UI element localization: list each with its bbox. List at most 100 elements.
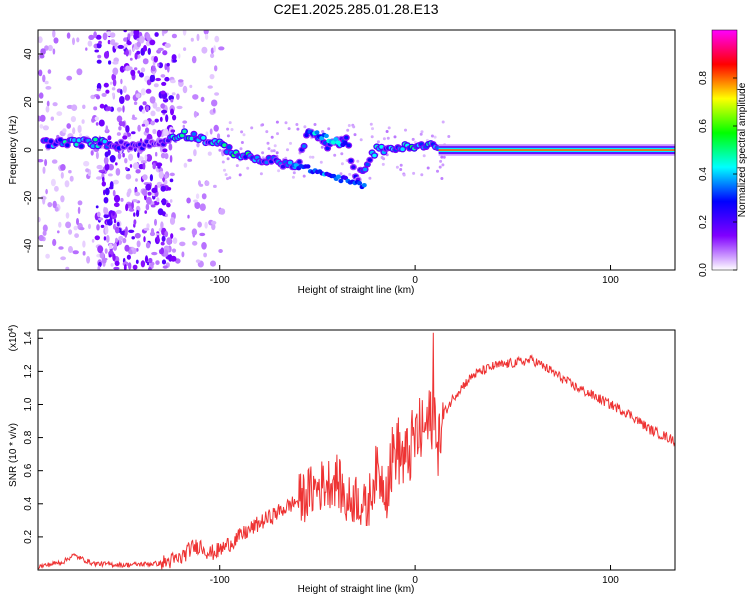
spectrogram-cell (411, 137, 415, 141)
spectrogram-cell (77, 200, 83, 206)
spectrogram-cell (119, 65, 125, 73)
spectrogram-cell (124, 244, 130, 252)
spectrogram-cell (145, 203, 150, 211)
spectrogram-cell (47, 44, 53, 52)
y-tick-label: 1.2 (23, 364, 34, 378)
spectrogram-cell (144, 255, 149, 264)
spectrogram-cell (143, 236, 146, 243)
spectrogram-cell (70, 116, 76, 123)
y-tick-label: 40 (23, 48, 34, 60)
spectrogram-cell (38, 69, 43, 77)
spectrogram-cell (182, 124, 185, 129)
spectrogram-cell (86, 255, 91, 264)
spectrogram-cell (219, 208, 226, 215)
spectrogram-cell (270, 135, 274, 139)
spectrogram-cell (153, 83, 159, 88)
spectrogram-cell (125, 203, 129, 212)
spectrogram-cell (122, 237, 127, 244)
spectrogram-cell (163, 249, 169, 257)
spectrogram-cell (79, 133, 82, 137)
spectrogram-cell (218, 249, 223, 253)
spectrogram-cell (45, 253, 50, 259)
colorbar-tick-label: 0.0 (698, 263, 709, 277)
spectrogram-cell (336, 174, 341, 179)
spectrogram-cell (136, 50, 141, 55)
spectrogram-cell (101, 181, 107, 187)
spectrogram-cell (430, 134, 434, 138)
spectrogram-cell (148, 257, 153, 264)
spectrogram-tone-band (438, 149, 675, 151)
spectrogram-cell (147, 191, 152, 196)
spectrogram-cell (60, 164, 66, 171)
spectrogram-cell (161, 81, 167, 86)
spectrogram-cell (115, 237, 118, 243)
spectrogram-cell (170, 255, 177, 262)
spectrogram-cell (176, 105, 183, 110)
spectrogram-cell (171, 92, 176, 96)
spectrogram-cell (160, 221, 164, 230)
spectrogram-cell (52, 30, 56, 38)
colorbar-tick-label: 0.8 (698, 71, 709, 85)
spectrogram-cell (105, 106, 112, 111)
snr-y-axis-label: SNR (10 * v/v) (8, 423, 19, 487)
spectrogram-cell (113, 218, 117, 224)
spectrogram-cell (94, 235, 101, 241)
spectrogram-cell (169, 155, 173, 163)
spectrogram-cell (123, 30, 127, 33)
spectrogram-cell (142, 58, 149, 65)
colorbar-ticks: 0.0 0.2 0.4 0.6 0.8 (698, 71, 737, 277)
spectrogram-cell (125, 166, 128, 171)
spectrogram-cell (137, 152, 140, 158)
spectrogram-cell (141, 123, 146, 127)
spectrogram-cell (140, 67, 146, 73)
spectrogram-cell (371, 127, 374, 131)
spectrogram-cell (142, 188, 148, 196)
spectrogram-cell (105, 125, 109, 132)
spectrogram-cell (144, 139, 150, 144)
spectrogram-cell (100, 224, 105, 228)
spectrogram-cell (122, 85, 127, 93)
spectrogram-cell (158, 171, 164, 179)
spectrogram-cell (42, 74, 46, 83)
spectrogram-cell (160, 241, 165, 246)
spectrogram-cell (96, 176, 102, 180)
spectrogram-cell (159, 116, 163, 122)
spectrogram-cell (187, 158, 193, 162)
spectrogram-cell (191, 132, 197, 136)
spectrogram-cell (325, 146, 330, 151)
spectrogram-cell (440, 177, 444, 180)
spectrogram-cell (144, 210, 147, 214)
spectrogram-cell (228, 121, 232, 125)
snr-x-axis-label: Height of straight line (km) (298, 584, 415, 595)
spectrogram-cell (267, 147, 271, 151)
spectrogram-cell (69, 175, 74, 182)
spectrogram-cell (113, 194, 121, 203)
spectrogram-cell (402, 173, 406, 177)
spectrogram-cell (399, 163, 403, 167)
spectrogram-cell (152, 101, 158, 109)
y-tick-label: 0 (23, 147, 34, 153)
spectrogram-cell (99, 103, 105, 109)
spectrogram-cell (115, 209, 122, 214)
spectrogram-cell (122, 105, 125, 113)
spectrogram-cell (441, 163, 445, 167)
spectrogram-cell (136, 209, 140, 217)
spectrogram-cell (226, 134, 230, 138)
spectrogram-cell (170, 108, 174, 116)
spectrogram-cell (330, 140, 336, 145)
spectrogram-cell (348, 172, 352, 176)
spectrogram-cell (96, 88, 101, 92)
spectrogram-cell (218, 46, 225, 51)
spectrogram-cell (72, 250, 79, 255)
spectrogram-cell (62, 128, 67, 133)
spectrogram-cell (419, 132, 423, 136)
spectrogram-cell (183, 162, 188, 168)
snr-series-line (38, 332, 675, 570)
spectrogram-cell (109, 32, 116, 38)
spectrogram-cell (161, 109, 168, 114)
spectrogram-x-axis-label: Height of straight line (km) (298, 285, 415, 296)
spectrogram-cell (266, 141, 270, 145)
spectrogram-cell (381, 162, 385, 166)
spectrogram-cell (95, 122, 99, 126)
spectrogram-cell (140, 260, 146, 268)
